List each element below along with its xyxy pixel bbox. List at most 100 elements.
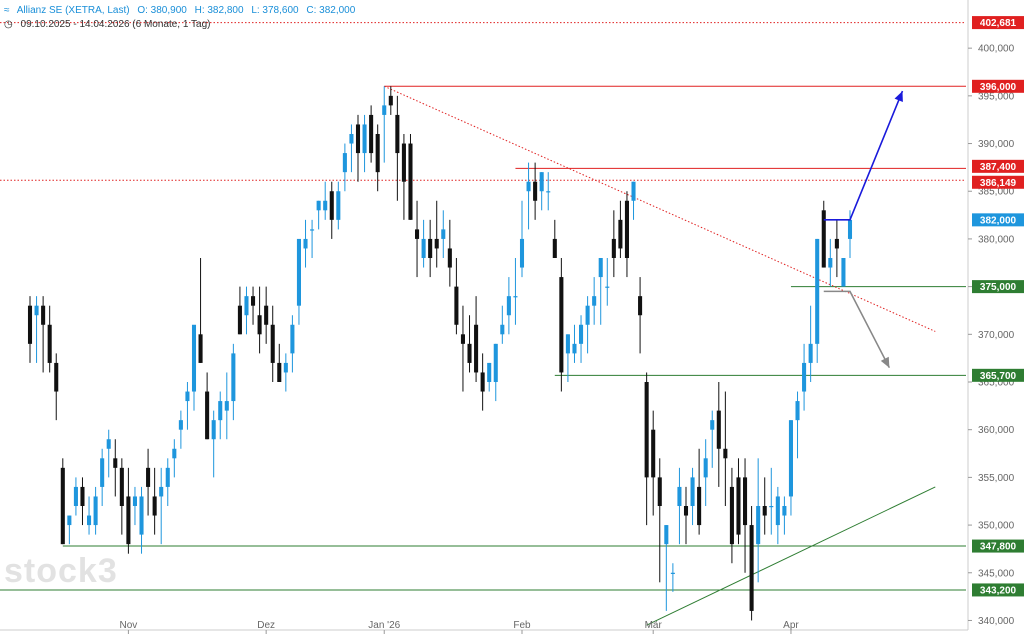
- candle-body: [211, 420, 216, 440]
- candle: [690, 467, 695, 526]
- grid: [0, 0, 969, 631]
- candle-body: [670, 572, 675, 574]
- candle-body: [775, 496, 780, 526]
- x-tick-label: Mär: [645, 620, 663, 631]
- candle: [657, 458, 662, 583]
- candle: [487, 362, 492, 392]
- candle-body: [802, 362, 807, 392]
- candle: [519, 200, 525, 278]
- candle: [710, 410, 715, 468]
- candle: [585, 296, 590, 354]
- candle: [41, 296, 46, 373]
- candle: [119, 458, 124, 535]
- ohlc-close: C: 382,000: [306, 5, 356, 16]
- candle-body: [27, 305, 33, 344]
- candle-body: [683, 506, 689, 516]
- candle-body: [677, 486, 682, 506]
- candle-body: [67, 515, 72, 526]
- candle-body: [73, 486, 78, 506]
- candle-body: [198, 334, 203, 363]
- y-tick-label: 390,000: [978, 139, 1015, 150]
- candle-body: [467, 343, 472, 363]
- candle-body: [41, 305, 46, 325]
- candle-body: [710, 420, 715, 430]
- candle-body: [388, 95, 393, 106]
- candle-body: [592, 296, 597, 306]
- y-axis: 340,000 345,000 350,000 355,000 360,000 365,0…: [968, 44, 1015, 627]
- candle-body: [80, 486, 85, 506]
- y-tick-label: 360,000: [978, 425, 1015, 436]
- candle-body: [847, 219, 853, 239]
- level-label: 387,400: [972, 159, 1024, 173]
- candle-body: [631, 181, 636, 201]
- candle-body: [729, 486, 734, 545]
- candle-body: [159, 486, 164, 497]
- candle-body: [546, 191, 551, 193]
- candle: [460, 305, 465, 392]
- level-label-text: 396,000: [980, 82, 1017, 93]
- candle: [132, 486, 137, 526]
- candle: [638, 277, 643, 354]
- candle: [60, 458, 65, 545]
- candle: [782, 496, 787, 535]
- candle: [533, 162, 538, 220]
- candle-body: [395, 114, 400, 154]
- candle: [251, 286, 256, 325]
- candle-body: [191, 324, 197, 392]
- candle: [408, 134, 413, 220]
- candle-body: [283, 362, 288, 373]
- candle: [34, 296, 39, 363]
- candle-body: [231, 353, 236, 402]
- y-tick-label: 400,000: [978, 44, 1015, 55]
- candle-body: [743, 477, 748, 526]
- candle: [736, 458, 741, 545]
- candle-body: [611, 238, 616, 258]
- candle-body: [415, 229, 420, 239]
- arrow-head: [880, 356, 890, 368]
- clock-icon: ◷: [4, 19, 13, 30]
- y-tick-label: 365,000: [978, 378, 1015, 389]
- level-label: 386,149: [972, 175, 1024, 189]
- candle: [165, 458, 170, 506]
- candle: [506, 277, 511, 335]
- candle: [310, 219, 315, 258]
- candle-body: [224, 401, 229, 411]
- candle-body: [421, 238, 426, 258]
- candle-body: [369, 114, 374, 154]
- candle-body: [519, 238, 525, 268]
- candle-body: [841, 258, 846, 287]
- candle-body: [375, 134, 380, 173]
- candle-body: [703, 458, 708, 478]
- candle-body: [808, 343, 813, 363]
- candle: [664, 525, 669, 611]
- candle-body: [618, 219, 623, 249]
- level-label-text: 382,000: [980, 215, 1017, 226]
- candle: [257, 286, 262, 354]
- candle: [382, 86, 387, 163]
- y-tick-label: 395,000: [978, 91, 1015, 102]
- candle-body: [237, 305, 242, 335]
- candle-body: [218, 401, 223, 421]
- candle-body: [533, 181, 538, 201]
- candle-body: [638, 296, 643, 316]
- candle-body: [749, 525, 754, 611]
- candle: [296, 238, 301, 325]
- candle-body: [264, 305, 269, 325]
- candle-body: [723, 448, 728, 459]
- candle: [559, 258, 564, 392]
- arrow-line: [823, 90, 904, 221]
- level-label-text: 365,700: [980, 371, 1017, 382]
- candle: [362, 114, 367, 173]
- candles: [27, 86, 853, 621]
- level-label: 396,000: [972, 79, 1024, 93]
- candle: [191, 324, 197, 411]
- candle-body: [579, 324, 584, 344]
- chart-type-icon: ≈: [4, 5, 10, 16]
- candle: [224, 372, 229, 440]
- candle: [395, 95, 400, 201]
- candle-body: [355, 124, 361, 154]
- candle: [493, 343, 498, 402]
- y-tick-label: 380,000: [978, 234, 1015, 245]
- candle-body: [500, 324, 505, 335]
- candle-body: [277, 362, 282, 382]
